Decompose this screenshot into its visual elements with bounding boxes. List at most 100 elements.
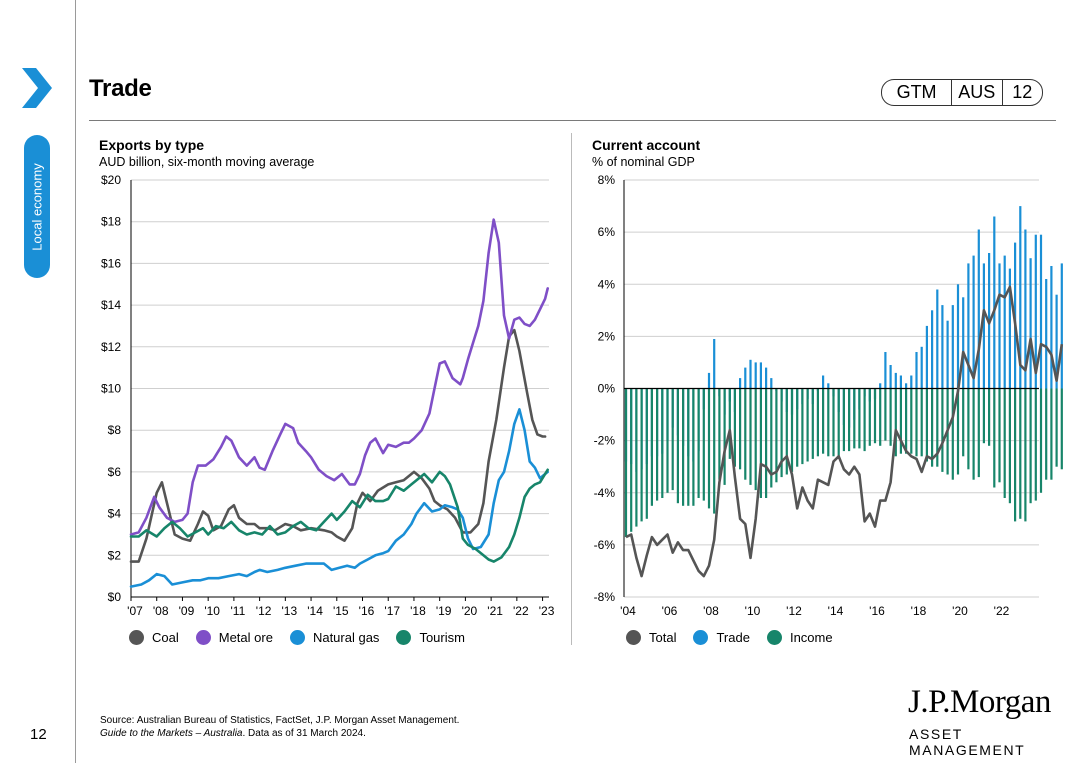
trade-bar	[822, 375, 825, 389]
trade-bar	[977, 229, 980, 389]
gtm-badge: GTM AUS 12	[881, 79, 1043, 106]
trade-bar	[905, 383, 908, 389]
source-line-1: Source: Australian Bureau of Statistics,…	[100, 715, 460, 726]
x-tick-label: '14	[307, 604, 323, 618]
trade-bar	[1029, 258, 1032, 389]
y-tick-label: $16	[101, 256, 121, 270]
income-bar	[765, 388, 768, 498]
trade-bar	[899, 375, 902, 389]
trade-bar	[915, 352, 918, 389]
x-tick-label: '11	[231, 604, 246, 618]
legend-trade: Trade	[693, 630, 750, 645]
income-bar	[894, 388, 897, 457]
trade-bar	[925, 325, 928, 389]
income-bar	[733, 388, 736, 467]
income-bar	[1055, 388, 1058, 467]
trade-bar	[894, 372, 897, 389]
income-bar	[630, 388, 633, 532]
x-tick-label: '22	[513, 604, 529, 618]
badge-page: 12	[1012, 82, 1033, 102]
income-bar	[671, 388, 674, 491]
income-bar	[998, 388, 1001, 483]
income-bar	[972, 388, 975, 480]
income-bar	[848, 388, 851, 452]
current-account-chart-title: Current account	[592, 137, 701, 153]
income-bar	[754, 388, 757, 491]
income-bar	[832, 388, 835, 457]
income-bar	[936, 388, 939, 467]
income-bar	[879, 388, 882, 446]
y-tick-label: 2%	[598, 329, 616, 343]
trade-bar	[754, 362, 757, 389]
trade-bar	[1019, 206, 1022, 389]
y-tick-label: $8	[108, 423, 122, 437]
x-tick-label: '20	[462, 604, 478, 618]
income-bar	[718, 388, 721, 480]
income-bar	[1003, 388, 1006, 498]
income-bar	[728, 388, 731, 459]
trade-bar	[879, 383, 882, 389]
trade-bar	[739, 378, 742, 389]
y-tick-label: $12	[101, 340, 121, 354]
trade-bar	[713, 339, 716, 389]
income-bar	[920, 388, 923, 457]
income-bar	[1008, 388, 1011, 504]
income-bar	[796, 388, 799, 467]
section-tab-local-economy[interactable]: Local economy	[24, 135, 50, 278]
income-bar	[910, 388, 913, 454]
income-bar	[915, 388, 918, 457]
x-tick-label: '18	[911, 604, 927, 618]
x-tick-label: '20	[952, 604, 968, 618]
chevron-right-icon[interactable]	[20, 66, 54, 110]
income-bar	[785, 388, 788, 475]
page-title: Trade	[89, 75, 152, 102]
trade-bar	[941, 305, 944, 389]
x-tick-label: '10	[204, 604, 220, 618]
y-tick-label: -6%	[594, 538, 616, 552]
trade-bar	[1050, 266, 1053, 389]
trade-bar	[765, 367, 768, 389]
x-tick-label: '09	[179, 604, 195, 618]
income-bar	[858, 388, 861, 449]
income-bar	[1029, 388, 1032, 504]
trade-bar	[967, 263, 970, 389]
exports-chart-subtitle: AUD billion, six-month moving average	[99, 155, 315, 169]
x-tick-label: '08	[153, 604, 169, 618]
legend-metal-ore: Metal ore	[195, 630, 273, 645]
income-bar	[790, 388, 794, 472]
income-bar	[1039, 388, 1043, 493]
x-tick-label: '06	[662, 604, 678, 618]
legend-dot-income	[766, 630, 782, 645]
source-note: Source: Australian Bureau of Statistics,…	[100, 714, 459, 740]
income-bar	[941, 388, 944, 472]
income-bar	[770, 388, 773, 488]
legend-total: Total	[626, 630, 676, 645]
exports-legend: Coal Metal ore Natural gas Tourism	[129, 630, 482, 645]
y-tick-label: $18	[101, 215, 121, 229]
income-bar	[977, 388, 980, 478]
income-bar	[889, 388, 892, 446]
trade-bar	[1060, 263, 1063, 389]
trade-bar	[884, 352, 887, 389]
x-tick-label: '14	[828, 604, 844, 618]
income-bar	[951, 388, 954, 480]
y-tick-label: $20	[101, 173, 121, 187]
jpmorgan-logo: J.P.Morgan	[908, 684, 1051, 720]
income-bar	[962, 388, 965, 457]
trade-bar	[951, 305, 954, 389]
trade-bar	[956, 284, 960, 389]
income-bar	[1050, 388, 1053, 480]
y-tick-label: $14	[101, 298, 121, 312]
income-bar	[723, 388, 726, 485]
trade-bar	[962, 297, 965, 389]
income-bar	[822, 388, 825, 454]
income-bar	[884, 388, 887, 441]
y-tick-label: $2	[108, 548, 122, 562]
legend-dot-tourism	[396, 630, 412, 645]
legend-natural-gas: Natural gas	[289, 630, 379, 645]
series-line-total	[625, 285, 1064, 578]
x-tick-label: '10	[745, 604, 761, 618]
legend-income: Income	[766, 630, 833, 645]
x-tick-label: '08	[703, 604, 719, 618]
income-bar	[640, 388, 643, 522]
